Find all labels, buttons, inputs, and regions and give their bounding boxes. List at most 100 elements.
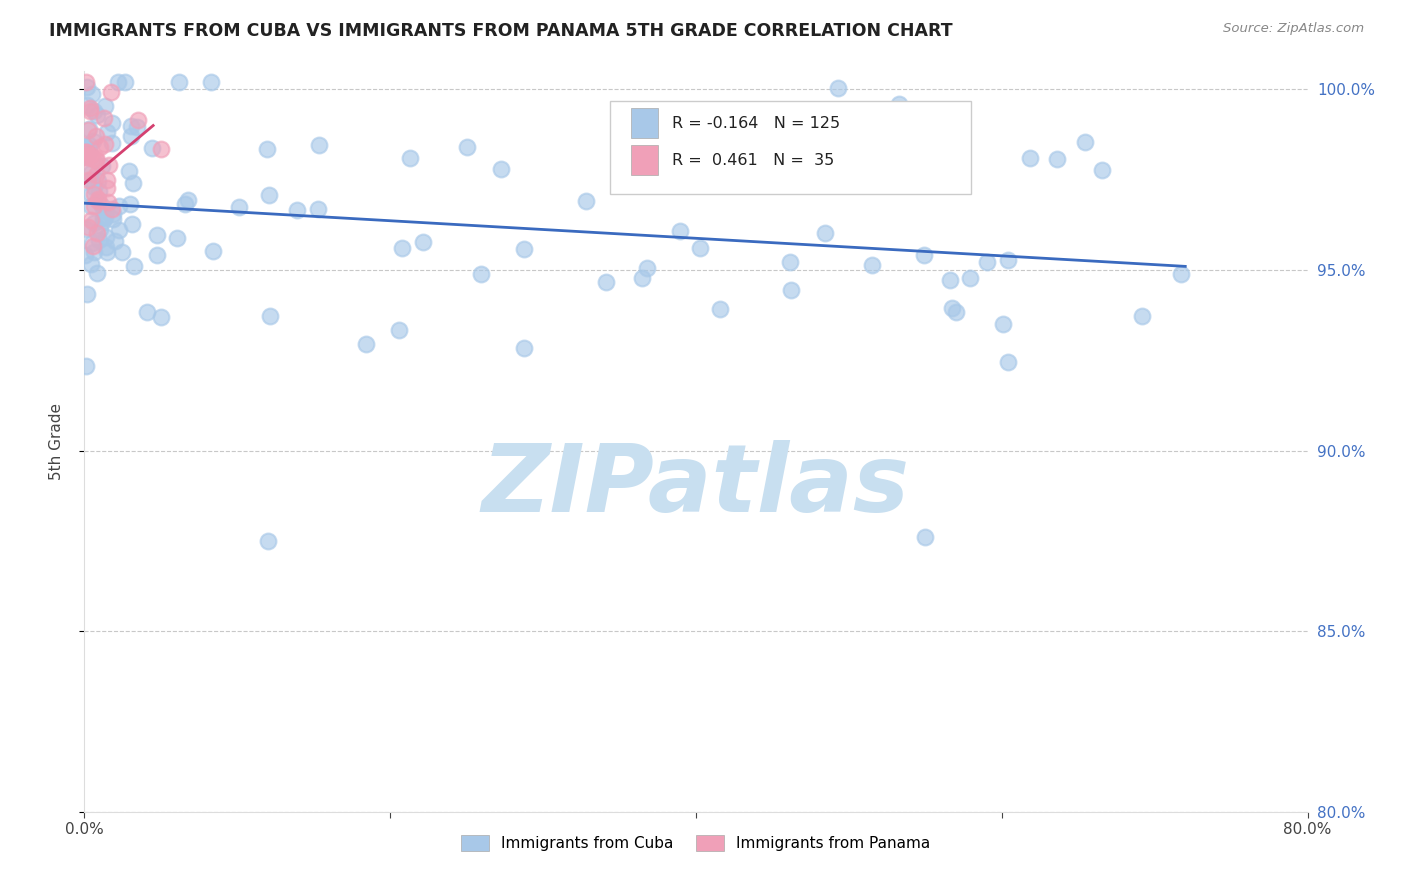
Point bbox=[104, 235, 127, 249]
Point bbox=[412, 235, 434, 249]
Point bbox=[80, 147, 103, 161]
Point bbox=[77, 145, 100, 160]
Bar bbox=[631, 109, 658, 138]
FancyBboxPatch shape bbox=[610, 101, 972, 194]
Point bbox=[87, 185, 110, 199]
Point bbox=[79, 166, 101, 180]
Point bbox=[86, 151, 108, 165]
Point bbox=[1170, 267, 1192, 281]
Point bbox=[94, 211, 117, 225]
Point bbox=[125, 120, 148, 134]
Point bbox=[941, 301, 963, 316]
Point bbox=[83, 199, 105, 213]
Point bbox=[94, 98, 117, 112]
Point bbox=[631, 271, 654, 285]
Point bbox=[82, 134, 104, 148]
Point bbox=[80, 212, 103, 227]
Point bbox=[108, 223, 131, 237]
Point bbox=[89, 140, 111, 154]
Point bbox=[89, 221, 111, 235]
Point bbox=[257, 188, 280, 202]
Point bbox=[780, 283, 803, 297]
Point bbox=[997, 355, 1019, 369]
Point bbox=[779, 255, 801, 269]
Point bbox=[94, 230, 117, 244]
Point bbox=[76, 98, 98, 112]
Point bbox=[121, 176, 143, 190]
Point bbox=[388, 323, 411, 337]
Point bbox=[285, 203, 308, 218]
Point bbox=[97, 158, 120, 172]
Point bbox=[83, 180, 105, 194]
Point bbox=[87, 174, 110, 188]
Point bbox=[993, 317, 1015, 331]
Point bbox=[127, 112, 149, 127]
Point bbox=[860, 258, 883, 272]
Point bbox=[91, 214, 114, 228]
Point bbox=[76, 147, 98, 161]
Point bbox=[80, 257, 103, 271]
Point bbox=[79, 103, 101, 118]
Point bbox=[176, 193, 198, 207]
Point bbox=[173, 196, 195, 211]
Point bbox=[79, 122, 101, 136]
Point bbox=[75, 75, 97, 89]
Point bbox=[146, 248, 169, 262]
Point bbox=[1046, 153, 1069, 167]
Point bbox=[912, 248, 935, 262]
Point bbox=[1091, 163, 1114, 178]
Point bbox=[1074, 135, 1097, 149]
Point bbox=[96, 181, 118, 195]
Point bbox=[399, 151, 422, 165]
Point bbox=[120, 128, 142, 143]
Point bbox=[166, 231, 188, 245]
Point bbox=[489, 161, 512, 176]
Point bbox=[976, 255, 998, 269]
Point bbox=[108, 199, 131, 213]
Point bbox=[257, 533, 280, 548]
Point bbox=[80, 236, 103, 251]
Point bbox=[76, 287, 98, 301]
Point bbox=[93, 136, 115, 151]
Point bbox=[201, 244, 224, 258]
Point bbox=[83, 245, 105, 260]
Point bbox=[259, 310, 281, 324]
Point bbox=[707, 142, 730, 156]
Point bbox=[938, 273, 960, 287]
Point bbox=[146, 227, 169, 242]
Point bbox=[76, 150, 98, 164]
Point bbox=[709, 302, 731, 317]
Point bbox=[87, 192, 110, 206]
Point bbox=[80, 186, 103, 201]
Point bbox=[76, 141, 98, 155]
Point bbox=[87, 194, 110, 208]
Point bbox=[82, 152, 104, 166]
Point bbox=[83, 103, 105, 118]
Point bbox=[470, 267, 492, 281]
Point bbox=[595, 275, 617, 289]
Text: ZIPatlas: ZIPatlas bbox=[482, 440, 910, 532]
Point bbox=[679, 169, 702, 183]
Point bbox=[914, 530, 936, 544]
Point bbox=[920, 145, 942, 160]
Point bbox=[256, 142, 278, 156]
Point bbox=[100, 85, 122, 99]
Legend: Immigrants from Cuba, Immigrants from Panama: Immigrants from Cuba, Immigrants from Pa… bbox=[456, 830, 936, 857]
Point bbox=[96, 204, 118, 219]
Point bbox=[124, 259, 146, 273]
Point bbox=[689, 241, 711, 255]
Point bbox=[75, 359, 97, 373]
Point bbox=[101, 136, 124, 151]
Point bbox=[308, 138, 330, 153]
Point bbox=[391, 241, 413, 255]
Point bbox=[77, 138, 100, 153]
Text: R = -0.164   N = 125: R = -0.164 N = 125 bbox=[672, 116, 839, 131]
Text: Source: ZipAtlas.com: Source: ZipAtlas.com bbox=[1223, 22, 1364, 36]
Point bbox=[1018, 151, 1040, 165]
Point bbox=[83, 217, 105, 231]
Point bbox=[75, 222, 97, 236]
Point bbox=[945, 305, 967, 319]
Point bbox=[627, 174, 650, 188]
Point bbox=[101, 116, 124, 130]
Point bbox=[513, 242, 536, 256]
